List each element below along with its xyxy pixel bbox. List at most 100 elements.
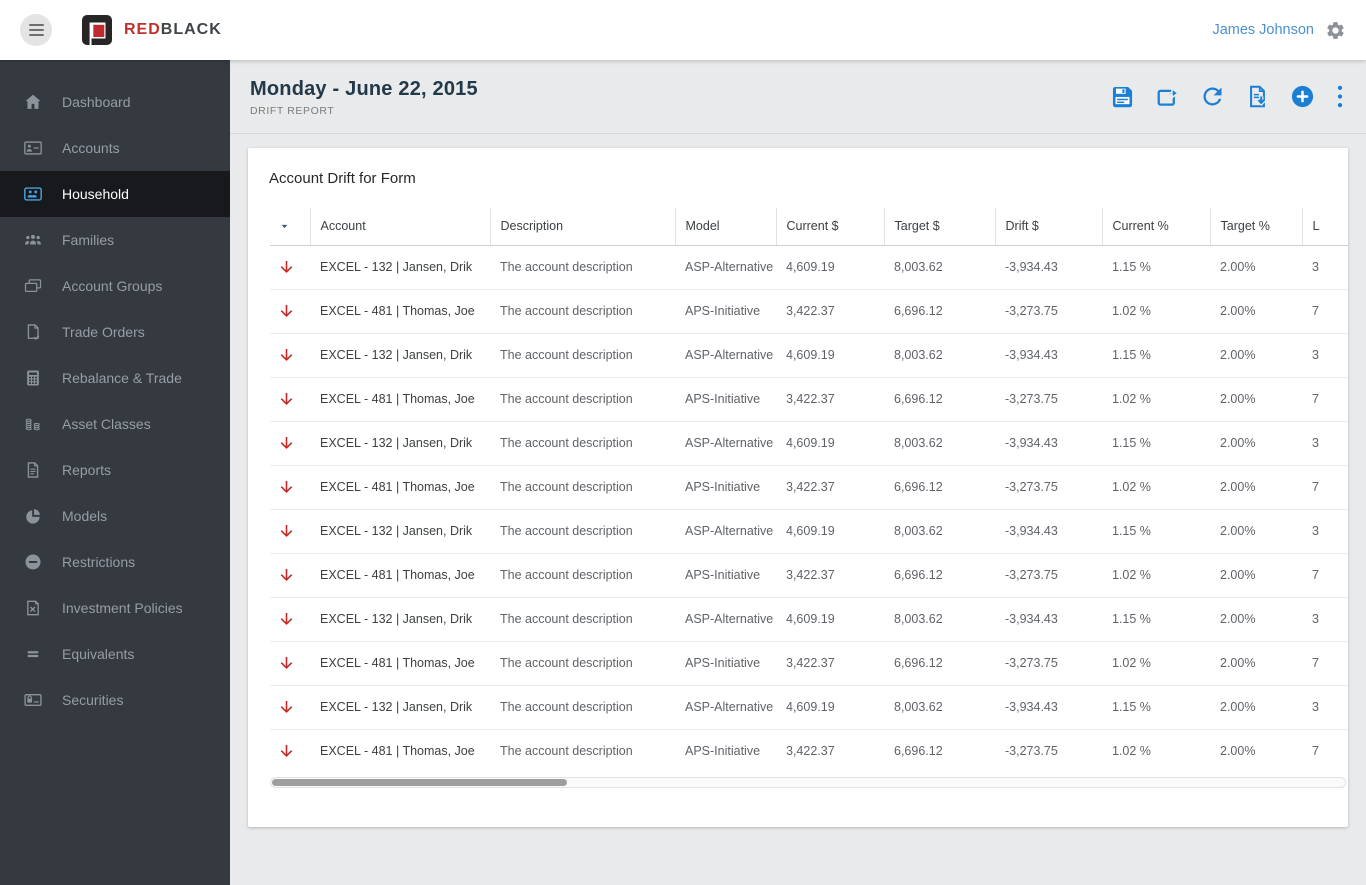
cell-account: EXCEL - 132 | Jansen, Drik <box>310 333 490 378</box>
cell-description: The account description <box>490 597 675 642</box>
sidebar-item-models[interactable]: Models <box>0 493 230 539</box>
table-row[interactable]: EXCEL - 481 | Thomas, Joe The account des… <box>270 553 1348 598</box>
sidebar-item-equivalents[interactable]: Equivalents <box>0 631 230 677</box>
table-row[interactable]: EXCEL - 481 | Thomas, Joe The account des… <box>270 641 1348 686</box>
cell-target-pct: 2.00% <box>1210 685 1302 730</box>
trade-orders-icon <box>23 322 43 342</box>
sidebar-item-label: Dashboard <box>62 94 131 110</box>
table-row[interactable]: EXCEL - 481 | Thomas, Joe The account des… <box>270 289 1348 334</box>
cell-target-pct: 2.00% <box>1210 465 1302 510</box>
cell-l: 7 <box>1302 289 1348 334</box>
more-menu-button[interactable] <box>1334 84 1346 109</box>
horizontal-scrollbar[interactable] <box>270 777 1346 788</box>
cell-account: EXCEL - 132 | Jansen, Drik <box>310 685 490 730</box>
cell-model: APS-Initiative <box>675 465 776 510</box>
cell-drift-usd: -3,273.75 <box>995 553 1102 598</box>
sidebar-item-label: Investment Policies <box>62 600 183 616</box>
sidebar-item-label: Accounts <box>62 140 120 156</box>
share-button[interactable] <box>1154 83 1181 110</box>
sidebar-item-reports[interactable]: Reports <box>0 447 230 493</box>
household-icon <box>23 184 43 204</box>
rebalance-icon <box>23 368 43 388</box>
hamburger-menu-button[interactable] <box>20 14 52 46</box>
column-header-current[interactable]: Current % <box>1101 208 1210 246</box>
sidebar-item-families[interactable]: Families <box>0 217 230 263</box>
table-row[interactable]: EXCEL - 132 | Jansen, Drik The account de… <box>270 333 1348 378</box>
cell-current-pct: 1.15 % <box>1102 421 1210 466</box>
sidebar-item-dashboard[interactable]: Dashboard <box>0 79 230 125</box>
table-row[interactable]: EXCEL - 481 | Thomas, Joe The account des… <box>270 377 1348 422</box>
caret-down-icon[interactable] <box>278 220 291 233</box>
export-document-button[interactable] <box>1244 83 1271 110</box>
table-row[interactable]: EXCEL - 481 | Thomas, Joe The account des… <box>270 465 1348 510</box>
table-header-row: Account Description Model Current $ Target $… <box>270 208 1348 246</box>
export-document-icon <box>1244 83 1271 110</box>
cell-model: ASP-Alternative <box>675 685 776 730</box>
cell-target-usd: 8,003.62 <box>884 685 995 730</box>
sidebar-item-label: Account Groups <box>62 278 163 294</box>
brand-black: BLACK <box>160 21 222 38</box>
table-row[interactable]: EXCEL - 132 | Jansen, Drik The account de… <box>270 685 1348 730</box>
sidebar-item-rebalance-trade[interactable]: Rebalance & Trade <box>0 355 230 401</box>
sidebar-item-label: Reports <box>62 462 112 478</box>
drift-report-card: Account Drift for Form Account Descriptio… <box>248 148 1348 827</box>
cell-l: 7 <box>1312 744 1319 759</box>
sidebar-item-securities[interactable]: Securities <box>0 677 230 723</box>
column-header-target[interactable]: Target $ <box>883 208 995 246</box>
sidebar-item-account-groups[interactable]: Account Groups <box>0 263 230 309</box>
column-header-target[interactable]: Target % <box>1209 208 1302 246</box>
cell-target-usd: 6,696.12 <box>884 641 995 686</box>
cell-current-usd: 3,422.37 <box>776 553 884 598</box>
refresh-icon <box>1199 83 1226 110</box>
drift-down-arrow-icon <box>277 478 296 497</box>
sidebar-item-restrictions[interactable]: Restrictions <box>0 539 230 585</box>
cell-account: EXCEL - 481 | Thomas, Joe <box>310 641 490 686</box>
cell-current-pct: 1.15 % <box>1102 509 1210 554</box>
restrictions-icon <box>23 552 43 572</box>
cell-current-usd: 3,422.37 <box>776 289 884 334</box>
user-menu[interactable]: James Johnson <box>1212 22 1314 38</box>
table-row[interactable]: EXCEL - 132 | Jansen, Drik The account de… <box>270 245 1348 290</box>
add-button[interactable] <box>1289 83 1316 110</box>
cell-target-pct: 2.00% <box>1210 597 1302 642</box>
cell-l: 7 <box>1302 553 1348 598</box>
securities-icon <box>23 690 43 710</box>
cell-description: The account description <box>490 421 675 466</box>
sidebar-item-accounts[interactable]: Accounts <box>0 125 230 171</box>
horizontal-scrollbar-thumb[interactable] <box>272 779 567 786</box>
cell-drift-usd: -3,273.75 <box>1005 744 1058 759</box>
save-button[interactable] <box>1109 83 1136 110</box>
sidebar-item-household[interactable]: Household <box>0 171 230 217</box>
drift-table: Account Description Model Current $ Target $… <box>270 208 1348 773</box>
cell-target-usd: 8,003.62 <box>884 245 995 290</box>
sidebar-item-investment-policies[interactable]: Investment Policies <box>0 585 230 631</box>
sidebar-item-label: Asset Classes <box>62 416 151 432</box>
drift-direction-cell <box>270 377 310 422</box>
settings-gear-icon[interactable] <box>1325 20 1346 41</box>
cell-current-usd: 4,609.19 <box>776 685 884 730</box>
table-row[interactable]: EXCEL - 132 | Jansen, Drik The account de… <box>270 597 1348 642</box>
column-header-description[interactable]: Description <box>489 208 675 246</box>
cell-model: APS-Initiative <box>675 289 776 334</box>
sidebar-item-trade-orders[interactable]: Trade Orders <box>0 309 230 355</box>
column-header-account[interactable]: Account <box>309 208 490 246</box>
column-header-indicator[interactable] <box>270 208 310 246</box>
cell-current-pct: 1.02 % <box>1102 553 1210 598</box>
cell-target-usd: 8,003.62 <box>884 421 995 466</box>
column-header-l[interactable]: L <box>1301 208 1348 246</box>
cell-current-usd: 3,422.37 <box>786 744 835 759</box>
column-header-drift[interactable]: Drift $ <box>994 208 1102 246</box>
brand-red: RED <box>124 21 161 38</box>
column-header-model[interactable]: Model <box>674 208 776 246</box>
cell-target-usd: 6,696.12 <box>884 465 995 510</box>
refresh-button[interactable] <box>1199 83 1226 110</box>
sidebar-item-label: Restrictions <box>62 554 136 570</box>
table-row[interactable]: EXCEL - 132 | Jansen, Drik The account de… <box>270 421 1348 466</box>
table-row[interactable]: EXCEL - 481 | Thomas, Joe The account des… <box>270 729 1348 773</box>
column-header-current[interactable]: Current $ <box>775 208 884 246</box>
table-row[interactable]: EXCEL - 132 | Jansen, Drik The account de… <box>270 509 1348 554</box>
drift-direction-cell <box>270 597 310 642</box>
sidebar-item-asset-classes[interactable]: Asset Classes <box>0 401 230 447</box>
cell-drift-usd: -3,934.43 <box>995 245 1102 290</box>
drift-direction-cell <box>270 289 310 334</box>
